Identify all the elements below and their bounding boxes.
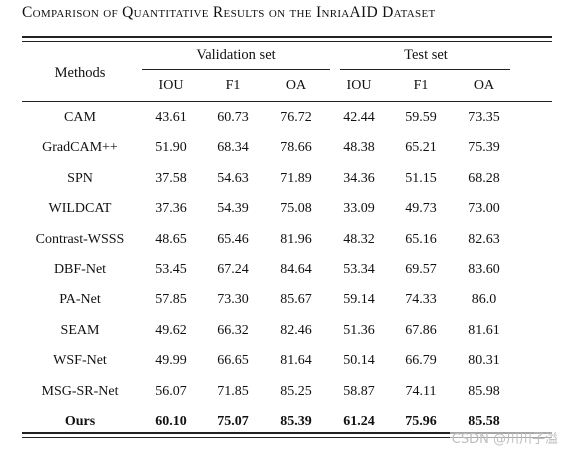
- methods-header: Methods: [54, 65, 106, 81]
- table-value-cell: 65.46: [217, 231, 249, 247]
- table-value-cell: 78.66: [280, 140, 312, 156]
- column-header: OA: [285, 78, 307, 93]
- table-value-cell: 71.85: [217, 383, 249, 399]
- table-value-cell: 73.00: [468, 201, 500, 217]
- table-value-cell: 82.46: [280, 322, 312, 338]
- table-value-cell: 51.90: [155, 140, 187, 156]
- table-value-cell: 53.34: [343, 262, 375, 277]
- table-value-cell: 43.61: [155, 110, 187, 125]
- table-value-cell: 59.14: [343, 292, 375, 308]
- table-value-cell: 76.72: [280, 110, 312, 125]
- table-value-cell: 82.63: [468, 231, 500, 247]
- test-group-rule: [340, 69, 510, 70]
- column-header: IOU: [158, 78, 184, 93]
- table-value-cell: 84.64: [280, 262, 312, 277]
- table-value-cell: 66.79: [405, 353, 437, 369]
- method-name-cell: WILDCAT: [48, 201, 112, 217]
- watermark: CSDN @川川子溢: [449, 428, 560, 447]
- table-value-cell: 60.73: [217, 110, 249, 125]
- table-value-cell: 71.89: [280, 170, 312, 186]
- table-value-cell: 85.98: [468, 383, 500, 399]
- table-value-cell: 49.73: [405, 201, 437, 217]
- table-value-cell: 75.39: [468, 140, 500, 156]
- table-value-cell: 59.59: [405, 110, 437, 125]
- table-value-cell: 68.34: [217, 140, 249, 156]
- table-value-cell: 73.30: [217, 292, 249, 308]
- table-value-cell: 86.0: [471, 292, 497, 308]
- table-value-cell: 51.15: [405, 170, 437, 186]
- table-value-cell: 60.10: [155, 414, 187, 429]
- table-value-cell: 75.08: [280, 201, 312, 217]
- table-value-cell: 34.36: [343, 170, 375, 186]
- table-value-cell: 81.96: [280, 231, 312, 247]
- column-header: F1: [413, 78, 429, 93]
- table-value-cell: 51.36: [343, 322, 375, 338]
- table-value-cell: 48.65: [155, 231, 187, 247]
- table-value-cell: 85.67: [280, 292, 312, 308]
- validation-group-rule: [142, 69, 330, 70]
- bottom-rule: [22, 432, 552, 434]
- table-value-cell: 68.28: [468, 170, 500, 186]
- table-value-cell: 81.64: [280, 353, 312, 369]
- bottom-rule-inner: [22, 437, 552, 438]
- table-value-cell: 42.44: [343, 110, 375, 125]
- table-value-cell: 48.32: [343, 231, 375, 247]
- method-name-cell: Ours: [64, 414, 96, 429]
- table-value-cell: 58.87: [343, 383, 375, 399]
- table-value-cell: 48.38: [343, 140, 375, 156]
- test-group-header: Test set: [404, 47, 448, 63]
- table-value-cell: 56.07: [155, 383, 187, 399]
- table-value-cell: 37.58: [155, 170, 187, 186]
- top-rule: [22, 36, 552, 38]
- method-name-cell: MSG-SR-Net: [41, 383, 119, 399]
- table-value-cell: 69.57: [405, 262, 437, 277]
- table-value-cell: 74.33: [405, 292, 437, 308]
- method-name-cell: GradCAM++: [42, 140, 118, 156]
- table-value-cell: 66.65: [217, 353, 249, 369]
- table-value-cell: 75.96: [405, 414, 437, 429]
- column-header: F1: [225, 78, 241, 93]
- table-value-cell: 81.61: [468, 322, 500, 338]
- table-value-cell: 54.39: [217, 201, 249, 217]
- top-rule-inner: [22, 41, 552, 42]
- table-value-cell: 83.60: [468, 262, 500, 277]
- table-value-cell: 49.99: [155, 353, 187, 369]
- table-value-cell: 50.14: [343, 353, 375, 369]
- table-value-cell: 54.63: [217, 170, 249, 186]
- method-name-cell: Contrast-WSSS: [35, 231, 125, 247]
- table-caption: Comparison of Quantitative Results on th…: [22, 4, 436, 21]
- table-value-cell: 57.85: [155, 292, 187, 308]
- table-value-cell: 85.39: [280, 414, 312, 429]
- table-value-cell: 33.09: [343, 201, 375, 217]
- table-value-cell: 74.11: [405, 383, 437, 399]
- table-value-cell: 80.31: [468, 353, 500, 369]
- table-value-cell: 85.58: [468, 414, 500, 429]
- method-name-cell: SEAM: [60, 322, 100, 338]
- method-name-cell: WSF-Net: [53, 353, 107, 369]
- table-value-cell: 65.21: [405, 140, 437, 156]
- table-value-cell: 67.24: [217, 262, 249, 277]
- table-value-cell: 66.32: [217, 322, 249, 338]
- table-value-cell: 65.16: [405, 231, 437, 247]
- column-header: OA: [473, 78, 495, 93]
- table-value-cell: 61.24: [343, 414, 375, 429]
- table-value-cell: 53.45: [155, 262, 187, 277]
- method-name-cell: SPN: [67, 170, 93, 186]
- table-value-cell: 73.35: [468, 110, 500, 125]
- table-value-cell: 75.07: [217, 414, 249, 429]
- table-value-cell: 67.86: [405, 322, 437, 338]
- method-name-cell: CAM: [64, 110, 96, 125]
- method-name-cell: PA-Net: [59, 292, 101, 308]
- column-header: IOU: [346, 78, 372, 93]
- table-value-cell: 37.36: [155, 201, 187, 217]
- table-value-cell: 49.62: [155, 322, 187, 338]
- method-name-cell: DBF-Net: [53, 262, 107, 277]
- validation-group-header: Validation set: [196, 47, 276, 63]
- table-value-cell: 85.25: [280, 383, 312, 399]
- header-bottom-rule: [22, 101, 552, 102]
